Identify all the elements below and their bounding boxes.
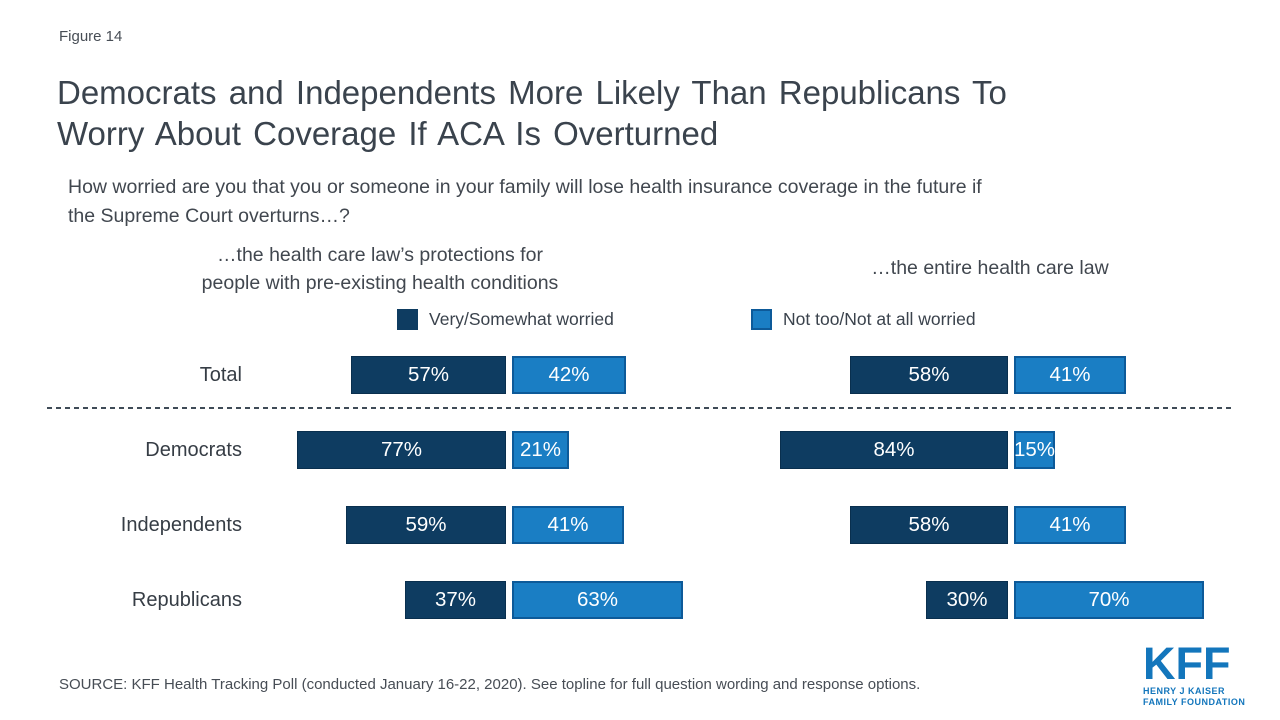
question-text: How worried are you that you or someone … [68, 173, 982, 231]
dashed-divider [47, 407, 1233, 409]
legend-swatch-light-icon [751, 309, 772, 330]
panel-header-right: …the entire health care law [871, 257, 1109, 279]
kff-logo-subline2: FAMILY FOUNDATION [1143, 697, 1246, 707]
bar-segment-very-worried: 59% [346, 506, 506, 544]
legend-item-not-worried: Not too/Not at all worried [751, 309, 976, 330]
bar-segment-not-worried: 63% [512, 581, 683, 619]
bar-segment-not-worried: 42% [512, 356, 626, 394]
kff-logo: KFF HENRY J KAISER FAMILY FOUNDATION [1143, 638, 1263, 708]
bar-segment-not-worried: 41% [1014, 356, 1126, 394]
bar-segment-very-worried: 58% [850, 356, 1008, 394]
bar-segment-very-worried: 57% [351, 356, 506, 394]
legend-label-very-worried: Very/Somewhat worried [429, 309, 614, 329]
bar-segment-very-worried: 37% [405, 581, 506, 619]
category-label: Total [199, 364, 242, 386]
bar-segment-very-worried: 77% [297, 431, 506, 469]
bar-segment-not-worried: 21% [512, 431, 569, 469]
category-label: Independents [120, 514, 242, 536]
page-title-line1: Democrats and Independents More Likely T… [57, 74, 1007, 111]
kff-logo-wordmark: KFF [1143, 638, 1231, 689]
source-note: SOURCE: KFF Health Tracking Poll (conduc… [59, 676, 921, 693]
bar-segment-not-worried: 41% [1014, 506, 1126, 544]
page-title: Democrats and Independents More Likely T… [57, 72, 1007, 154]
question-line1: How worried are you that you or someone … [68, 176, 982, 198]
legend-label-not-worried: Not too/Not at all worried [783, 309, 976, 329]
panel-header-left-line2: people with pre-existing health conditio… [201, 272, 559, 294]
legend-swatch-dark-icon [397, 309, 418, 330]
question-line2: the Supreme Court overturns…? [68, 205, 350, 227]
category-label: Democrats [145, 439, 242, 461]
panel-header-left: …the health care law’s protections for p… [150, 241, 610, 297]
category-label: Republicans [131, 589, 242, 611]
figure-label: Figure 14 [59, 28, 123, 45]
bar-segment-very-worried: 58% [850, 506, 1008, 544]
bar-segment-very-worried: 30% [926, 581, 1008, 619]
legend-item-very-worried: Very/Somewhat worried [397, 309, 614, 330]
bar-segment-not-worried: 70% [1014, 581, 1204, 619]
page-title-line2: Worry About Coverage If ACA Is Overturne… [57, 115, 719, 152]
bar-segment-not-worried: 15% [1014, 431, 1055, 469]
panel-header-left-line1: …the health care law’s protections for [217, 244, 543, 266]
bar-segment-not-worried: 41% [512, 506, 624, 544]
kff-logo-subline1: HENRY J KAISER [1143, 686, 1226, 696]
bar-segment-very-worried: 84% [780, 431, 1008, 469]
